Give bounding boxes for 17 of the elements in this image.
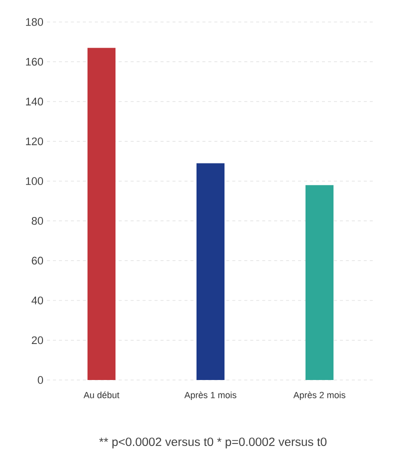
- y-tick-label: 80: [32, 217, 44, 225]
- y-tick-label: 100: [26, 177, 44, 185]
- y-tick-label: 0: [38, 376, 44, 384]
- x-tick-label: Après 2 mois: [293, 392, 346, 400]
- text: ** p<0.0002 versus t0 * p=0.0002 versus t0: [99, 438, 326, 448]
- y-tick-label: 120: [26, 137, 44, 146]
- bar: [88, 48, 116, 380]
- y-tick-label: 40: [32, 296, 44, 304]
- y-tick-label: 60: [32, 256, 44, 265]
- bar: [196, 163, 225, 380]
- x-tick-label: Après 1 mois: [184, 392, 236, 400]
- x-tick-label: Au début: [84, 392, 120, 398]
- y-tick-label: 20: [32, 336, 44, 344]
- y-tick-label: 160: [26, 58, 44, 66]
- y-tick-label: 180: [26, 18, 44, 26]
- y-tick-label: 140: [26, 98, 44, 106]
- bar: [306, 185, 334, 380]
